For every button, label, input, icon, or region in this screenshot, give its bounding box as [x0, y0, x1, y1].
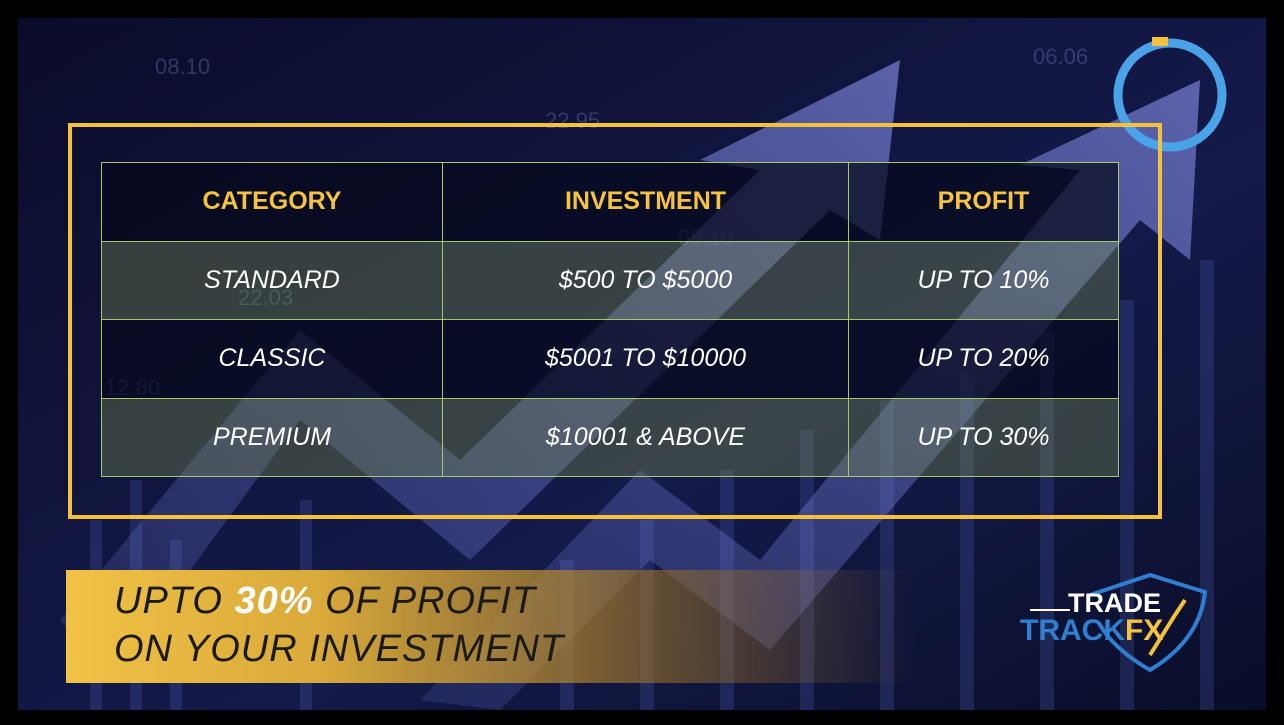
row: CLASSIC $5001 TO $10000 UP TO 20%	[101, 319, 1119, 399]
logo-text: TRACK	[1020, 614, 1125, 647]
ring	[1113, 38, 1227, 152]
header-cell: INVESTMENT	[442, 162, 849, 242]
logo-accent: FX	[1125, 614, 1164, 647]
cell: $10001 & ABOVE	[442, 397, 849, 477]
banner-line: UPTO 30% OF PROFIT	[114, 580, 536, 623]
banner-line: ON YOUR INVESTMENT	[114, 628, 565, 670]
banner-text: UPTO	[114, 580, 223, 622]
cell: UP TO 10%	[848, 240, 1119, 320]
header-row: CATEGORY INVESTMENT PROFIT	[101, 162, 1119, 242]
ring-accent	[1152, 37, 1168, 46]
header-cell: CATEGORY	[101, 162, 443, 242]
bg-label: 22.95	[545, 108, 600, 133]
logo-text: TRADE	[1068, 588, 1161, 618]
banner: UPTO 30% OF PROFIT ON YOUR INVESTMENT	[66, 570, 916, 683]
header-cell: PROFIT	[848, 162, 1119, 242]
cell: UP TO 30%	[848, 397, 1119, 477]
cell: $500 TO $5000	[442, 240, 849, 320]
banner-highlight: 30%	[234, 580, 314, 622]
cell: PREMIUM	[101, 397, 443, 477]
logo-text: TRACKFX	[1020, 614, 1163, 648]
cell: STANDARD	[101, 240, 443, 320]
logo-arrow	[1148, 598, 1187, 657]
bg-label: 06.06	[1033, 44, 1088, 69]
cell: UP TO 20%	[848, 319, 1119, 399]
cell: $5001 TO $10000	[442, 319, 849, 399]
row: STANDARD $500 TO $5000 UP TO 10%	[101, 240, 1119, 320]
cell: CLASSIC	[101, 319, 443, 399]
frame	[68, 123, 1162, 519]
table: CATEGORY INVESTMENT PROFIT STANDARD $500…	[101, 162, 1119, 477]
row: PREMIUM $10001 & ABOVE UP TO 30%	[101, 397, 1119, 477]
banner-text: OF PROFIT	[325, 580, 537, 622]
shield	[1089, 572, 1208, 673]
bg-label: 08.10	[155, 54, 210, 79]
